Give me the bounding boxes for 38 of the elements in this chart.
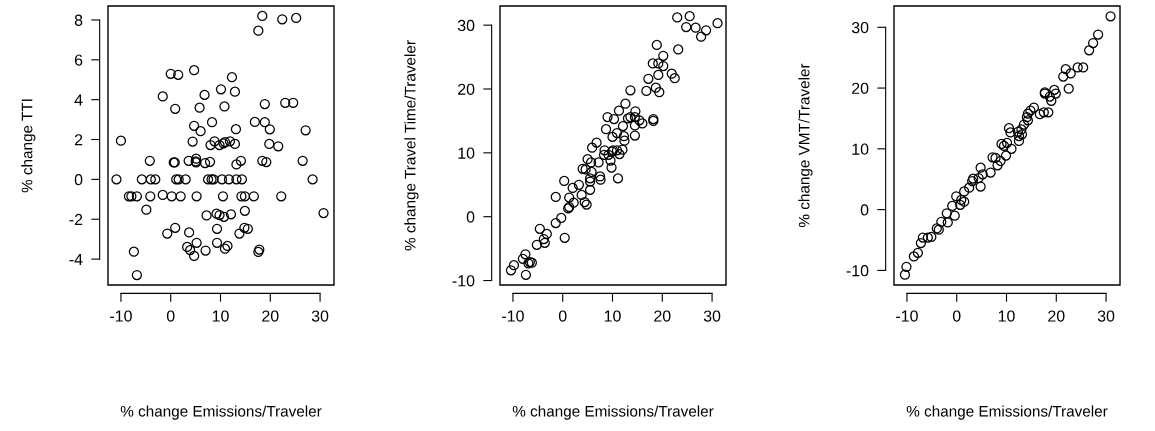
y-tick-label: 4 [74, 94, 83, 106]
x-tick-label: 10 [212, 310, 229, 322]
x-tick-label: -10 [896, 310, 918, 322]
x-tick-label: 30 [1097, 310, 1115, 322]
x-tick-label: -10 [502, 310, 524, 322]
y-tick-label: -4 [69, 253, 83, 265]
y-tick-label: -10 [452, 275, 475, 287]
x-tick-label: 20 [654, 310, 671, 322]
x-tick-label: 0 [952, 310, 961, 322]
y-tick-label: 20 [852, 82, 869, 94]
x-tick-label: 20 [1048, 310, 1065, 322]
y-tick-label: 30 [457, 19, 475, 32]
x-tick-label: 0 [166, 310, 175, 322]
y-tick-label: 2 [74, 134, 83, 146]
y-axis-title: % change TTI [21, 99, 36, 193]
x-axis-title: % change Emissions/Traveler [120, 405, 322, 420]
x-axis-title: % change Emissions/Traveler [512, 405, 714, 420]
y-tick-label: 30 [851, 21, 869, 34]
y-tick-label: -2 [69, 213, 83, 226]
x-axis-title: % change Emissions/Traveler [906, 405, 1108, 420]
y-tick-label: 10 [458, 147, 475, 159]
y-axis-title: % change VMT/Traveler [798, 63, 813, 228]
x-tick-label: 30 [311, 310, 329, 322]
y-axis-title: % change Travel Time/Traveler [404, 40, 419, 251]
y-tick-label: 8 [74, 14, 83, 26]
y-tick-label: 0 [74, 174, 83, 186]
y-tick-label: 20 [458, 83, 475, 95]
x-tick-label: 10 [604, 310, 621, 322]
x-tick-label: 10 [998, 310, 1015, 322]
y-tick-label: 0 [860, 204, 869, 216]
y-tick-label: 10 [852, 143, 869, 155]
x-tick-label: 20 [262, 310, 279, 322]
x-tick-label: 30 [703, 310, 721, 322]
x-tick-label: 0 [558, 310, 567, 322]
y-tick-label: 0 [466, 211, 475, 223]
x-tick-label: -10 [110, 310, 132, 322]
y-tick-label: -10 [846, 265, 869, 277]
y-tick-label: 6 [74, 54, 83, 66]
